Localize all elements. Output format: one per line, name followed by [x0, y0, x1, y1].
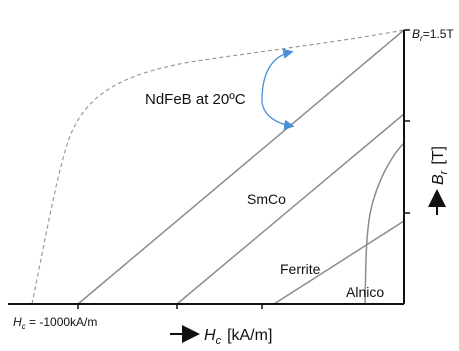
- smco-label: SmCo: [247, 191, 286, 207]
- ferrite-line: [273, 220, 405, 305]
- br-value-label: Br=1.5T: [412, 27, 454, 43]
- ndfeb-arrow-up: [261, 48, 294, 101]
- hc-value-label: Hc = -1000kA/m: [13, 315, 97, 331]
- ndfeb-curve: [31, 29, 405, 305]
- y-axis-label: Br[T]: [430, 146, 450, 185]
- smco-line: [176, 113, 405, 305]
- alnico-label: Alnico: [346, 284, 384, 300]
- ndfeb-arrow-down: [261, 99, 295, 130]
- ferrite-label: Ferrite: [280, 261, 321, 277]
- ndfeb-label: NdFeB at 20ºC: [145, 91, 246, 108]
- alnico-curve: [364, 142, 405, 305]
- y-axis-label-group: Br[T]: [428, 146, 450, 215]
- x-axis-label: Hc [kA/m]: [204, 327, 272, 347]
- ndfeb-line: [77, 29, 405, 305]
